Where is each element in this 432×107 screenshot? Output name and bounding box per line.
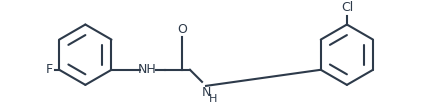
Text: Cl: Cl xyxy=(341,1,353,14)
Text: O: O xyxy=(177,23,187,36)
Text: H: H xyxy=(209,94,217,104)
Text: NH: NH xyxy=(137,63,156,76)
Text: F: F xyxy=(46,63,53,76)
Text: N: N xyxy=(201,86,211,99)
